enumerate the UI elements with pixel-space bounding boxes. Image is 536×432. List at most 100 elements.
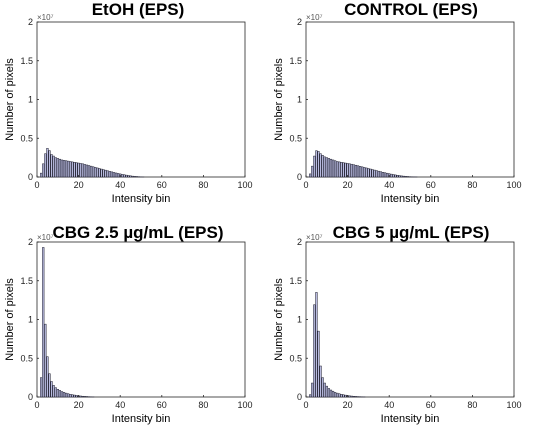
y-tick-label: 0.5 (20, 133, 33, 143)
histogram-bar (334, 392, 337, 398)
histogram-bar (361, 166, 364, 178)
histogram-bar (127, 175, 130, 178)
y-tick-label: 1.5 (20, 56, 33, 66)
histogram-bar (58, 390, 61, 398)
chart-title: EtOH (EPS) (92, 0, 185, 19)
histogram-bar (110, 171, 113, 178)
y-tick-label: 0 (28, 392, 33, 402)
histogram-bar (311, 382, 314, 398)
x-tick-label: 80 (467, 400, 477, 410)
histogram-bar (62, 160, 66, 178)
histogram-bar (85, 164, 89, 178)
histogram-bar (89, 165, 93, 178)
histogram-bar (377, 170, 380, 178)
y-tick-label: 0.5 (289, 133, 302, 143)
histogram-bar (117, 173, 120, 178)
x-tick-label: 60 (157, 180, 167, 190)
histogram-bar (54, 387, 57, 398)
histogram-bar (52, 155, 55, 178)
histogram-bar (340, 162, 343, 178)
y-tick-label: 1 (297, 315, 302, 325)
histogram-bar (52, 385, 55, 398)
histogram-bar (371, 169, 374, 178)
histogram-bar (375, 170, 378, 178)
chart-title: CBG 5 µg/mL (EPS) (333, 223, 490, 242)
y-tick-label: 0 (297, 172, 302, 182)
x-axis-label: Intensity bin (112, 413, 171, 425)
histogram-bar (67, 393, 70, 398)
histogram-bar (327, 158, 330, 178)
histogram-bar (71, 161, 74, 178)
histogram-bar (358, 166, 362, 178)
y-axis-label: Number of pixels (273, 278, 285, 361)
histogram-bar (46, 356, 49, 398)
histogram-bar (104, 169, 107, 178)
x-tick-label: 20 (343, 400, 353, 410)
y-tick-label: 2 (28, 237, 33, 247)
histogram-bar (404, 176, 407, 178)
x-tick-label: 0 (303, 180, 308, 190)
histogram-bar (367, 168, 370, 178)
histogram-bar (42, 247, 45, 398)
histogram-bar (352, 396, 355, 398)
histogram-bar (348, 163, 351, 178)
histogram-bar (321, 155, 324, 178)
plot-area (305, 241, 515, 398)
histogram-bar (77, 162, 80, 178)
histogram-bar (58, 158, 61, 178)
histogram-bar (96, 167, 99, 178)
y-axis-label: Number of pixels (273, 58, 285, 141)
histogram-bar (65, 160, 68, 178)
x-tick-label: 100 (237, 400, 252, 410)
y-exponent-label: ×10⁷ (37, 233, 54, 242)
y-exponent-label: ×10⁷ (306, 233, 323, 242)
chart-title: CBG 2.5 µg/mL (EPS) (52, 223, 223, 242)
histogram-bar (73, 162, 76, 178)
chart-panel: 0 20 40 60 80 100 0 0.5 1 1.5 2 ×10⁷ Intensity bin Nu… (4, 0, 253, 205)
x-tick-label: 100 (237, 180, 252, 190)
histogram-bar (129, 175, 132, 178)
y-exponent-label: ×10⁷ (37, 13, 54, 22)
histogram-bar (325, 385, 328, 398)
y-tick-label: 1.5 (289, 56, 302, 66)
histogram-bar (317, 151, 320, 178)
histogram-bar (327, 388, 330, 398)
histogram-bar (336, 392, 339, 398)
y-tick-label: 2 (28, 17, 33, 27)
histogram-bar (342, 394, 345, 398)
x-tick-label: 40 (384, 180, 394, 190)
y-tick-label: 1.5 (20, 276, 33, 286)
histogram-bar (81, 395, 84, 398)
plot-area (305, 21, 515, 178)
histogram-bar (98, 168, 101, 178)
histogram-bar (106, 170, 109, 178)
y-tick-label: 1 (28, 315, 33, 325)
histogram-bar (42, 163, 45, 178)
histogram-bar (112, 172, 116, 178)
histogram-bar (365, 167, 368, 178)
y-tick-label: 0 (297, 392, 302, 402)
histogram-bar (313, 155, 316, 178)
x-tick-label: 40 (115, 400, 125, 410)
histogram-bar (340, 394, 343, 398)
histogram-bar (369, 168, 372, 178)
histogram-bar (40, 377, 43, 398)
plot-area (36, 21, 246, 178)
histogram-bar (108, 171, 111, 178)
histogram-bar (50, 154, 53, 178)
histogram-bar (133, 176, 136, 178)
histogram-bar (329, 389, 333, 398)
y-axis-label: Number of pixels (4, 278, 16, 361)
histogram-bar (123, 174, 126, 178)
histogram-bar (386, 172, 389, 178)
histogram-bar (336, 161, 339, 178)
histogram-bar (331, 159, 335, 178)
y-tick-label: 0 (28, 172, 33, 182)
x-axis-label: Intensity bin (112, 193, 171, 205)
histogram-bar (354, 396, 358, 398)
histogram-bar (131, 175, 134, 178)
histogram-bar (67, 160, 70, 178)
histogram-bar (100, 168, 103, 178)
histogram-bar (48, 150, 51, 178)
